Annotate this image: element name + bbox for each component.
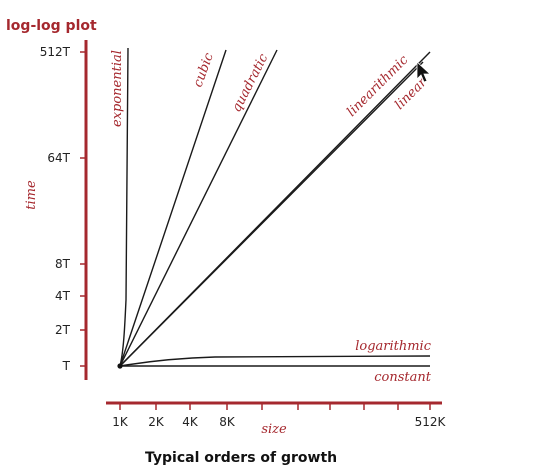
- y-tick-label: 2T: [55, 323, 71, 337]
- constant-label: constant: [374, 370, 431, 385]
- x-tick-label: 1K: [112, 415, 129, 429]
- origin-point: [117, 363, 123, 369]
- logarithmic-label: logarithmic: [355, 339, 432, 354]
- quadratic-curve: [119, 49, 278, 367]
- exponential-label: exponential: [110, 50, 125, 127]
- exponential-curve: [119, 47, 129, 367]
- caption: Typical orders of growth: [145, 450, 337, 466]
- y-tick-label: 64T: [47, 151, 70, 165]
- y-tick-label: 512T: [40, 45, 71, 59]
- logarithmic-curve: [119, 355, 431, 367]
- x-tick-label: 4K: [182, 415, 199, 429]
- x-tick-label: 8K: [219, 415, 236, 429]
- y-tick-label: T: [62, 359, 71, 373]
- y-ticks: T 2T 4T 8T 64T 512T: [40, 45, 86, 373]
- x-ticks: 1K 2K 4K 8K 512K: [112, 403, 447, 429]
- chart-title: log-log plot: [6, 18, 97, 34]
- x-tick-label: 2K: [148, 415, 165, 429]
- y-tick-label: 4T: [55, 289, 71, 303]
- linearithmic-curve: [119, 51, 431, 367]
- y-axis-label: time: [24, 180, 39, 210]
- x-axis-label: size: [261, 422, 287, 437]
- mouse-pointer-icon: [416, 61, 432, 83]
- y-tick-label: 8T: [55, 257, 71, 271]
- quadratic-label: quadratic: [229, 51, 271, 115]
- cubic-curve: [119, 49, 227, 367]
- cubic-label: cubic: [191, 50, 217, 89]
- curve-labels: constantlogarithmiclinearlinearithmicqua…: [110, 50, 432, 385]
- x-tick-label: 512K: [415, 415, 447, 429]
- curves: [119, 47, 431, 367]
